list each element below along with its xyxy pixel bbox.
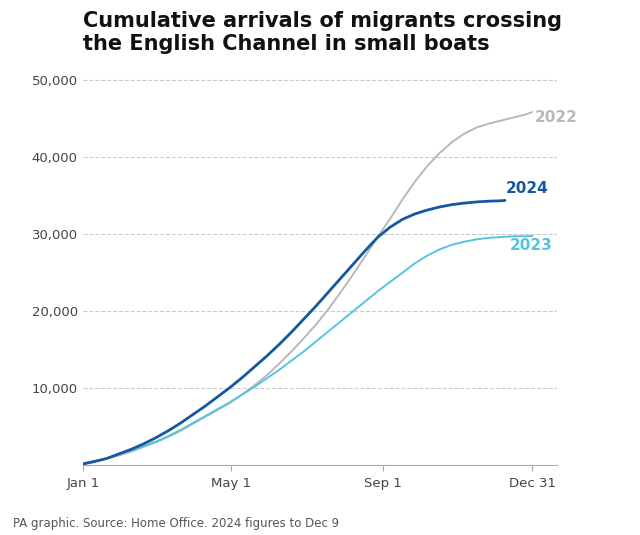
Text: PA graphic. Source: Home Office. 2024 figures to Dec 9: PA graphic. Source: Home Office. 2024 fi… [13,517,339,530]
Text: Cumulative arrivals of migrants crossing
the English Channel in small boats: Cumulative arrivals of migrants crossing… [83,11,562,55]
Text: 2022: 2022 [534,110,577,125]
Text: 2024: 2024 [506,181,549,196]
Text: 2023: 2023 [510,239,553,254]
